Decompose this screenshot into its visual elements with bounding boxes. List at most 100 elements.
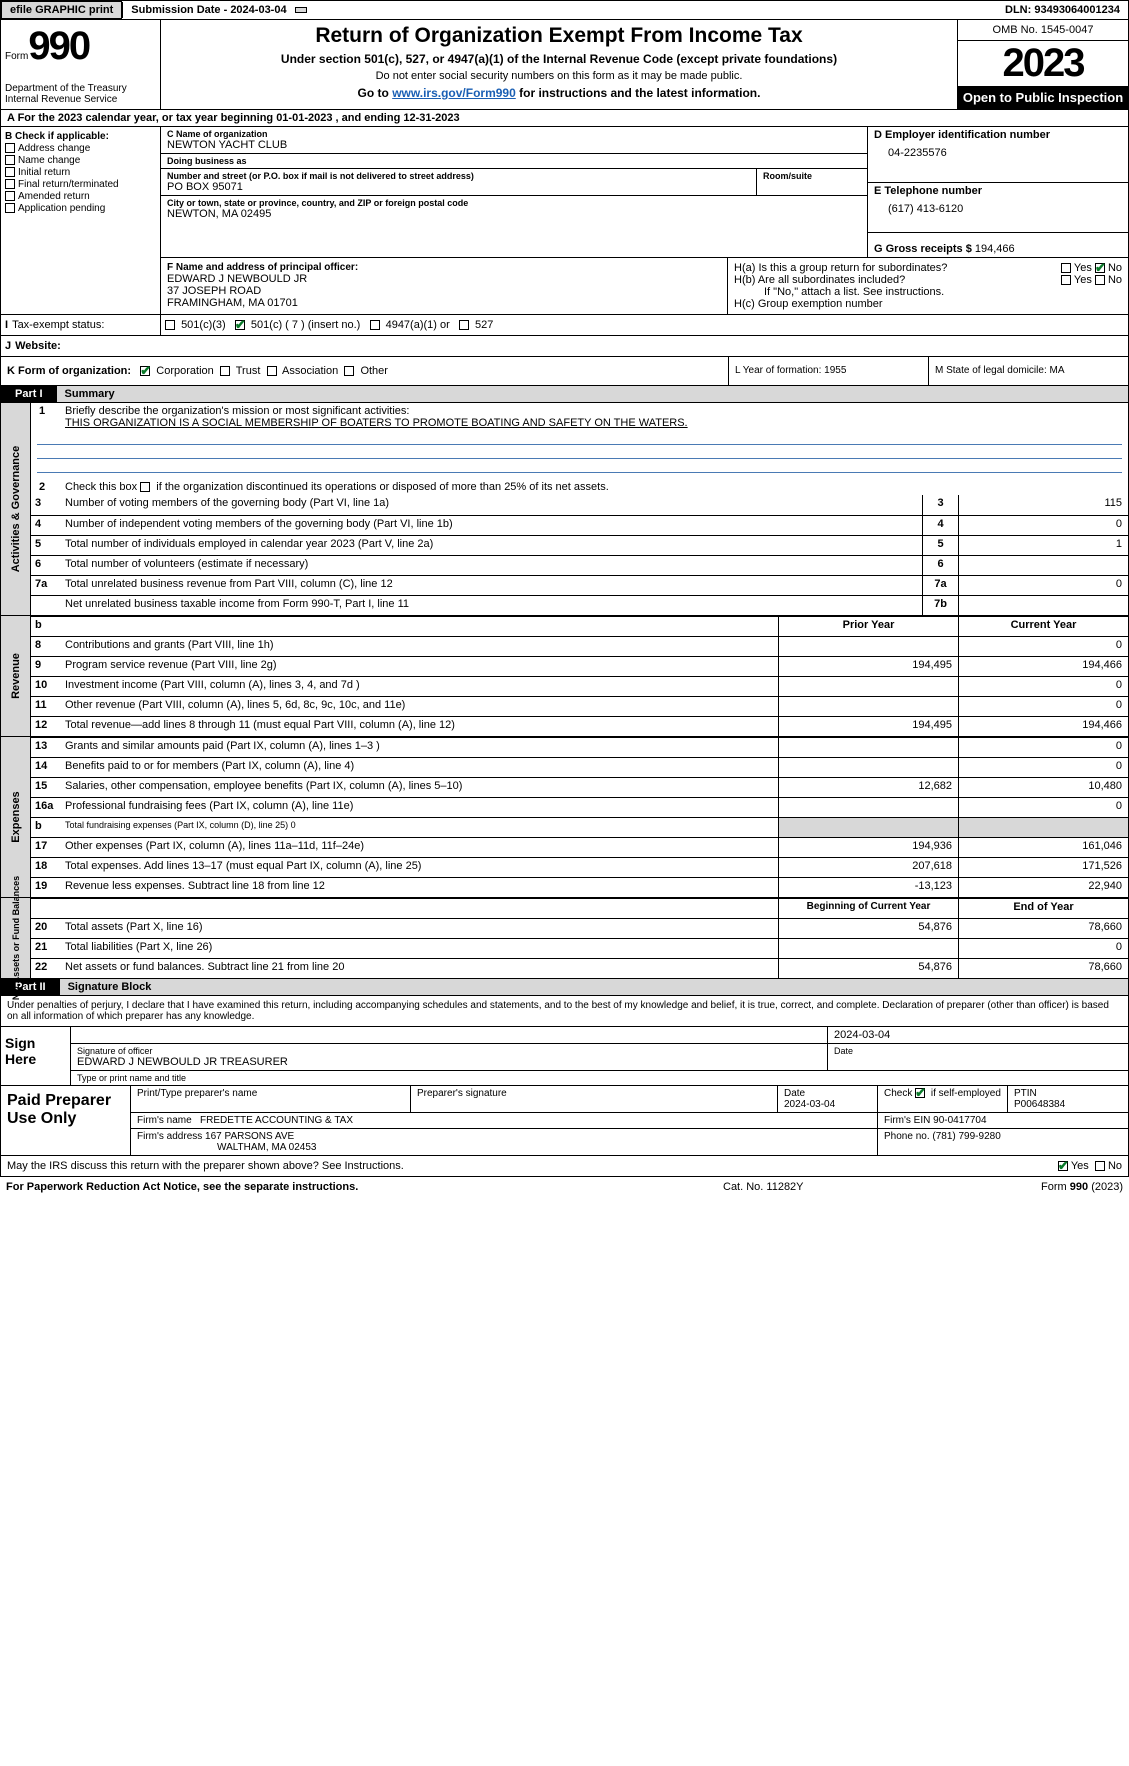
firm-name: FREDETTE ACCOUNTING & TAX — [200, 1115, 353, 1126]
exp-row: 18Total expenses. Add lines 13–17 (must … — [31, 857, 1128, 877]
gov-row: 4Number of independent voting members of… — [31, 515, 1128, 535]
sig-officer-value: EDWARD J NEWBOULD JR TREASURER — [77, 1056, 821, 1068]
ha-yes[interactable] — [1061, 263, 1071, 273]
top-bar: efile GRAPHIC print Submission Date - 20… — [0, 0, 1129, 20]
hb-label: H(b) Are all subordinates included? — [734, 274, 1061, 286]
cb-501c3[interactable] — [165, 320, 175, 330]
gross-receipts-value: 194,466 — [975, 243, 1015, 255]
tax-year: 2023 — [958, 41, 1128, 86]
prior-year-hdr: Prior Year — [778, 617, 958, 636]
paid-preparer-label: Paid Preparer Use Only — [1, 1086, 131, 1155]
exp-row: 16aProfessional fundraising fees (Part I… — [31, 797, 1128, 817]
part1-header: Part I Summary — [0, 386, 1129, 403]
irs-label: Internal Revenue Service — [5, 94, 156, 105]
phone-label: E Telephone number — [874, 185, 1122, 197]
submission-date: Submission Date - 2024-03-04 — [122, 2, 294, 18]
ein-value: 04-2235576 — [874, 141, 1122, 159]
entity-block: B Check if applicable: Address change Na… — [0, 127, 1129, 315]
rev-row: 8Contributions and grants (Part VIII, li… — [31, 636, 1128, 656]
preparer-block: Paid Preparer Use Only Print/Type prepar… — [0, 1086, 1129, 1156]
efile-button[interactable]: efile GRAPHIC print — [1, 1, 122, 19]
hb-note: If "No," attach a list. See instructions… — [734, 286, 1122, 298]
subtitle-3: Go to www.irs.gov/Form990 for instructio… — [165, 86, 953, 100]
subtitle-2: Do not enter social security numbers on … — [165, 70, 953, 82]
begin-year-hdr: Beginning of Current Year — [778, 899, 958, 918]
checkbox-final-return[interactable] — [5, 179, 15, 189]
officer-addr2: FRAMINGHAM, MA 01701 — [167, 297, 721, 309]
form-tag: Form 990 (2023) — [923, 1181, 1123, 1193]
col-b-checkboxes: B Check if applicable: Address change Na… — [1, 127, 161, 314]
cb-501c[interactable] — [235, 320, 245, 330]
part2-header: Part II Signature Block — [0, 979, 1129, 996]
ha-label: H(a) Is this a group return for subordin… — [734, 262, 1061, 274]
section-revenue: Revenue b Prior Year Current Year 8Contr… — [0, 616, 1129, 737]
spacer-button — [295, 7, 307, 13]
line-a: A For the 2023 calendar year, or tax yea… — [0, 110, 1129, 127]
checkbox-name-change[interactable] — [5, 155, 15, 165]
exp-row: 15Salaries, other compensation, employee… — [31, 777, 1128, 797]
checkbox-app-pending[interactable] — [5, 203, 15, 213]
sign-date-top: 2024-03-04 — [828, 1027, 1128, 1043]
form-title: Return of Organization Exempt From Incom… — [165, 24, 953, 48]
ha-no[interactable] — [1095, 263, 1105, 273]
gov-row: 7aTotal unrelated business revenue from … — [31, 575, 1128, 595]
side-expenses: Expenses — [10, 791, 22, 842]
cb-assoc[interactable] — [267, 366, 277, 376]
form-number: Form990 — [5, 24, 156, 69]
hb-yes[interactable] — [1061, 275, 1071, 285]
side-governance: Activities & Governance — [10, 446, 22, 573]
officer-name: EDWARD J NEWBOULD JR — [167, 273, 721, 285]
checkbox-initial-return[interactable] — [5, 167, 15, 177]
year-formation: L Year of formation: 1955 — [728, 357, 928, 385]
sign-here-label: Sign Here — [1, 1027, 71, 1085]
gross-receipts-label: G Gross receipts $ — [874, 243, 975, 255]
current-year-hdr: Current Year — [958, 617, 1128, 636]
exp-row: 19Revenue less expenses. Subtract line 1… — [31, 877, 1128, 897]
checkbox-amended[interactable] — [5, 191, 15, 201]
net-row: 21Total liabilities (Part X, line 26)0 — [31, 938, 1128, 958]
org-name: NEWTON YACHT CLUB — [167, 139, 861, 151]
rev-row: 12Total revenue—add lines 8 through 11 (… — [31, 716, 1128, 736]
gov-row: 6Total number of volunteers (estimate if… — [31, 555, 1128, 575]
prep-sig-hdr: Preparer's signature — [411, 1086, 778, 1112]
net-row: 22Net assets or fund balances. Subtract … — [31, 958, 1128, 978]
perjury-statement: Under penalties of perjury, I declare th… — [0, 996, 1129, 1027]
hc-label: H(c) Group exemption number — [734, 298, 1122, 310]
discuss-yes[interactable] — [1058, 1161, 1068, 1171]
irs-link[interactable]: www.irs.gov/Form990 — [392, 86, 516, 100]
cb-trust[interactable] — [220, 366, 230, 376]
section-governance: Activities & Governance 1 Briefly descri… — [0, 403, 1129, 616]
l1-label: Briefly describe the organization's miss… — [65, 405, 409, 417]
side-net: Net Assets or Fund Balances — [11, 876, 21, 1000]
room-label: Room/suite — [763, 171, 861, 181]
website-row: JWebsite: — [0, 336, 1129, 357]
officer-label: F Name and address of principal officer: — [167, 262, 721, 273]
cb-corp[interactable] — [140, 366, 150, 376]
checkbox-address-change[interactable] — [5, 143, 15, 153]
hb-no[interactable] — [1095, 275, 1105, 285]
city-value: NEWTON, MA 02495 — [167, 208, 861, 220]
gov-row: 3Number of voting members of the governi… — [31, 495, 1128, 515]
discuss-no[interactable] — [1095, 1161, 1105, 1171]
subtitle-1: Under section 501(c), 527, or 4947(a)(1)… — [165, 52, 953, 66]
paperwork-notice: For Paperwork Reduction Act Notice, see … — [6, 1181, 723, 1193]
tax-status-row: ITax-exempt status: 501(c)(3) 501(c) ( 7… — [0, 315, 1129, 336]
rev-row: 11Other revenue (Part VIII, column (A), … — [31, 696, 1128, 716]
org-name-label: C Name of organization — [167, 129, 861, 139]
addr-value: PO BOX 95071 — [167, 181, 750, 193]
cb-other[interactable] — [344, 366, 354, 376]
klm-row: K Form of organization: Corporation Trus… — [0, 357, 1129, 386]
city-label: City or town, state or province, country… — [167, 198, 861, 208]
side-revenue: Revenue — [10, 653, 22, 699]
cb-discontinued[interactable] — [140, 482, 150, 492]
cb-4947[interactable] — [370, 320, 380, 330]
cb-self-employed[interactable] — [915, 1088, 925, 1098]
discuss-row: May the IRS discuss this return with the… — [0, 1156, 1129, 1177]
firm-ein: 90-0417704 — [933, 1115, 986, 1126]
section-expenses: Expenses 13Grants and similar amounts pa… — [0, 737, 1129, 898]
exp-row: 17Other expenses (Part IX, column (A), l… — [31, 837, 1128, 857]
exp-row: bTotal fundraising expenses (Part IX, co… — [31, 817, 1128, 837]
cb-527[interactable] — [459, 320, 469, 330]
form-header: Form990 Department of the Treasury Inter… — [0, 20, 1129, 110]
firm-addr1: 167 PARSONS AVE — [205, 1131, 294, 1142]
